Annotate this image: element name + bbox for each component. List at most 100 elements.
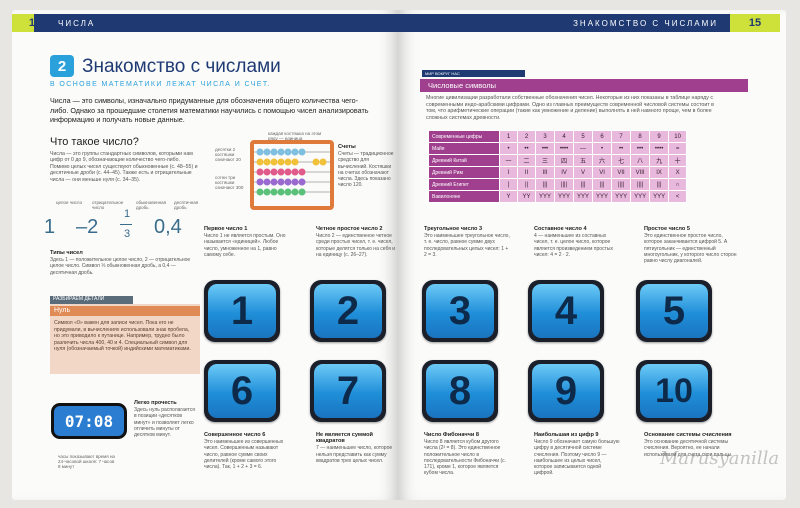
tile-6: 6 [204, 360, 280, 422]
section-number: 2 [50, 55, 74, 77]
num-label-integer: целое число [56, 200, 83, 205]
fact-10: Основание системы счисления Это основани… [644, 432, 740, 458]
fact-9-title: Наибольшая из цифр 9 [534, 432, 599, 438]
table-row: Древний Египет | || ||| |||| ||| ||| |||| |||| ||… [428, 178, 688, 191]
question-heading: Что такое число? [50, 136, 139, 148]
digital-clock: 07:08 [54, 406, 124, 436]
table-cell: 5 [573, 130, 594, 143]
table-row: Древний Китай 一二三四五六七八九十 [428, 154, 688, 167]
table-intro: Многие цивилизации разработали собственн… [426, 95, 714, 121]
table-cell: •• [611, 142, 632, 155]
fact-1-text: Число 1 не является простым. Оно называе… [204, 233, 286, 258]
tile-2: 2 [310, 280, 386, 342]
types-fact-text: Здесь 1 — положительное целое число, 2 —… [50, 257, 191, 276]
table-row: Современные цифры 1 2 3 4 5 6 7 8 9 10 [428, 130, 688, 143]
table-cell: III [534, 166, 556, 179]
types-fact: Типы чисел Здесь 1 — положительное целое… [50, 250, 200, 276]
num-label-negative: отрицательное число [92, 200, 124, 210]
table-cell: 三 [534, 154, 556, 167]
fact-5-title: Простое число 5 [644, 226, 690, 232]
table-cell: ••• [630, 142, 651, 155]
num-label-fraction: обыкновенная дробь [136, 200, 167, 210]
tile-9: 9 [528, 360, 604, 422]
table-cell: X [668, 166, 688, 179]
fact-3: Треугольное число 3 Это наименьшее треуг… [424, 226, 510, 258]
fact-9-text: Число 9 обозначает самую большую цифру в… [534, 439, 620, 477]
tile-8: 8 [422, 360, 498, 422]
fraction-denominator: 3 [124, 228, 131, 240]
table-header: МИР ВОКРУГ НАС [422, 70, 525, 77]
fact-6: Совершенное число 6 Это наименьшее из со… [204, 432, 290, 470]
table-cell: IX [649, 166, 670, 179]
table-cell: 六 [592, 154, 613, 167]
tile-5: 5 [636, 280, 712, 342]
fact-6-title: Совершенное число 6 [204, 432, 266, 438]
table-cell: ••• [534, 142, 556, 155]
clock-fact: Легко прочесть Здесь нуль располагается … [134, 400, 198, 438]
number-one: 1 [44, 216, 56, 238]
number-minus-two: –2 [76, 216, 99, 238]
table-row: Майя • •• ••• •••• — • •• ••• •••• = [428, 142, 688, 155]
question-text: Числа — это группы стандартных символов,… [50, 151, 198, 183]
table-cell: ||| [534, 178, 556, 191]
table-cell: ||| [573, 178, 594, 191]
clock-fact-title: Легко прочесть [134, 400, 177, 406]
clock-caption: часы показывают время на 24-часовой шкал… [58, 454, 115, 469]
table-cell: II [517, 166, 536, 179]
section-title: Знакомство с числами [82, 56, 281, 77]
table-cell: — [573, 142, 594, 155]
fact-2-text: Число 2 — единственное четное среди прос… [316, 233, 396, 258]
table-cell: YYY [573, 190, 594, 203]
table-cell: 8 [630, 130, 651, 143]
tile-5-digit: 5 [640, 284, 708, 338]
table-cell: VIII [630, 166, 651, 179]
clock-fact-text: Здесь нуль располагается в позиции «деся… [134, 407, 195, 439]
table-cell: 七 [611, 154, 632, 167]
table-cell: 五 [573, 154, 594, 167]
table-row-name: Современные цифры [428, 130, 500, 143]
fraction-bar [120, 224, 132, 225]
tile-10: 10 [636, 360, 712, 422]
watermark: Marusyanilla [660, 448, 780, 469]
types-fact-title: Типы чисел [50, 250, 83, 256]
fact-8: Число Фибоначчи 8 Число 8 является кубом… [424, 432, 510, 476]
tile-4: 4 [528, 280, 604, 342]
table-cell: 八 [630, 154, 651, 167]
table-cell: 3 [534, 130, 556, 143]
page-number-right: 15 [730, 14, 780, 32]
table-cell: YYY [534, 190, 556, 203]
table-cell: 四 [554, 154, 575, 167]
fact-7-text: 7 — наименьшее число, которое нельзя пре… [316, 445, 393, 464]
tile-9-digit: 9 [532, 364, 600, 418]
number-decimal: 0,4 [154, 216, 182, 238]
table-row: Вавилоняне Y YY YYY YYY YYY YYY YYY YYY YYY < [428, 190, 688, 203]
fact-2-title: Четное простое число 2 [316, 226, 383, 232]
fact-3-text: Это наименьшее треугольное число, т. е. … [424, 233, 510, 258]
table-cell: I [499, 166, 518, 179]
table-cell: YYY [592, 190, 613, 203]
intro-text: Числа — это символы, изначально придуман… [50, 96, 369, 124]
tile-4-digit: 4 [532, 284, 600, 338]
tile-7-digit: 7 [314, 364, 382, 418]
fact-7: Не является суммой квадратов 7 — наимень… [316, 432, 402, 464]
fact-7-title: Не является суммой квадратов [316, 432, 373, 445]
fact-6-text: Это наименьшее из совершенных чисел. Сов… [204, 439, 284, 471]
section-subtitle: В ОСНОВЕ МАТЕМАТИКИ ЛЕЖАТ ЧИСЛА И СЧЕТ. [50, 81, 272, 88]
table-cell: 十 [668, 154, 688, 167]
tile-3-digit: 3 [426, 284, 494, 338]
abacus-label-1: каждая костяшка на этом ряду — единица [268, 131, 322, 141]
detail-header: РАЗБИРАЕМ ДЕТАЛИ [50, 296, 133, 304]
fact-1: Первое число 1 Число 1 не является прост… [204, 226, 290, 258]
table-cell: | [499, 178, 518, 191]
tile-1: 1 [204, 280, 280, 342]
table-row-name: Древний Китай [428, 154, 500, 167]
table-cell: 4 [554, 130, 575, 143]
table-cell: 7 [611, 130, 632, 143]
fraction-numerator: 1 [124, 208, 131, 220]
table-cell: = [668, 142, 688, 155]
fact-4-text: 4 — наименьшее из составных чисел, т. е.… [534, 233, 613, 258]
table-cell: 10 [668, 130, 688, 143]
abacus-fact-title: Счеты [338, 144, 356, 150]
table-cell: YY [517, 190, 536, 203]
table-cell: • [592, 142, 613, 155]
